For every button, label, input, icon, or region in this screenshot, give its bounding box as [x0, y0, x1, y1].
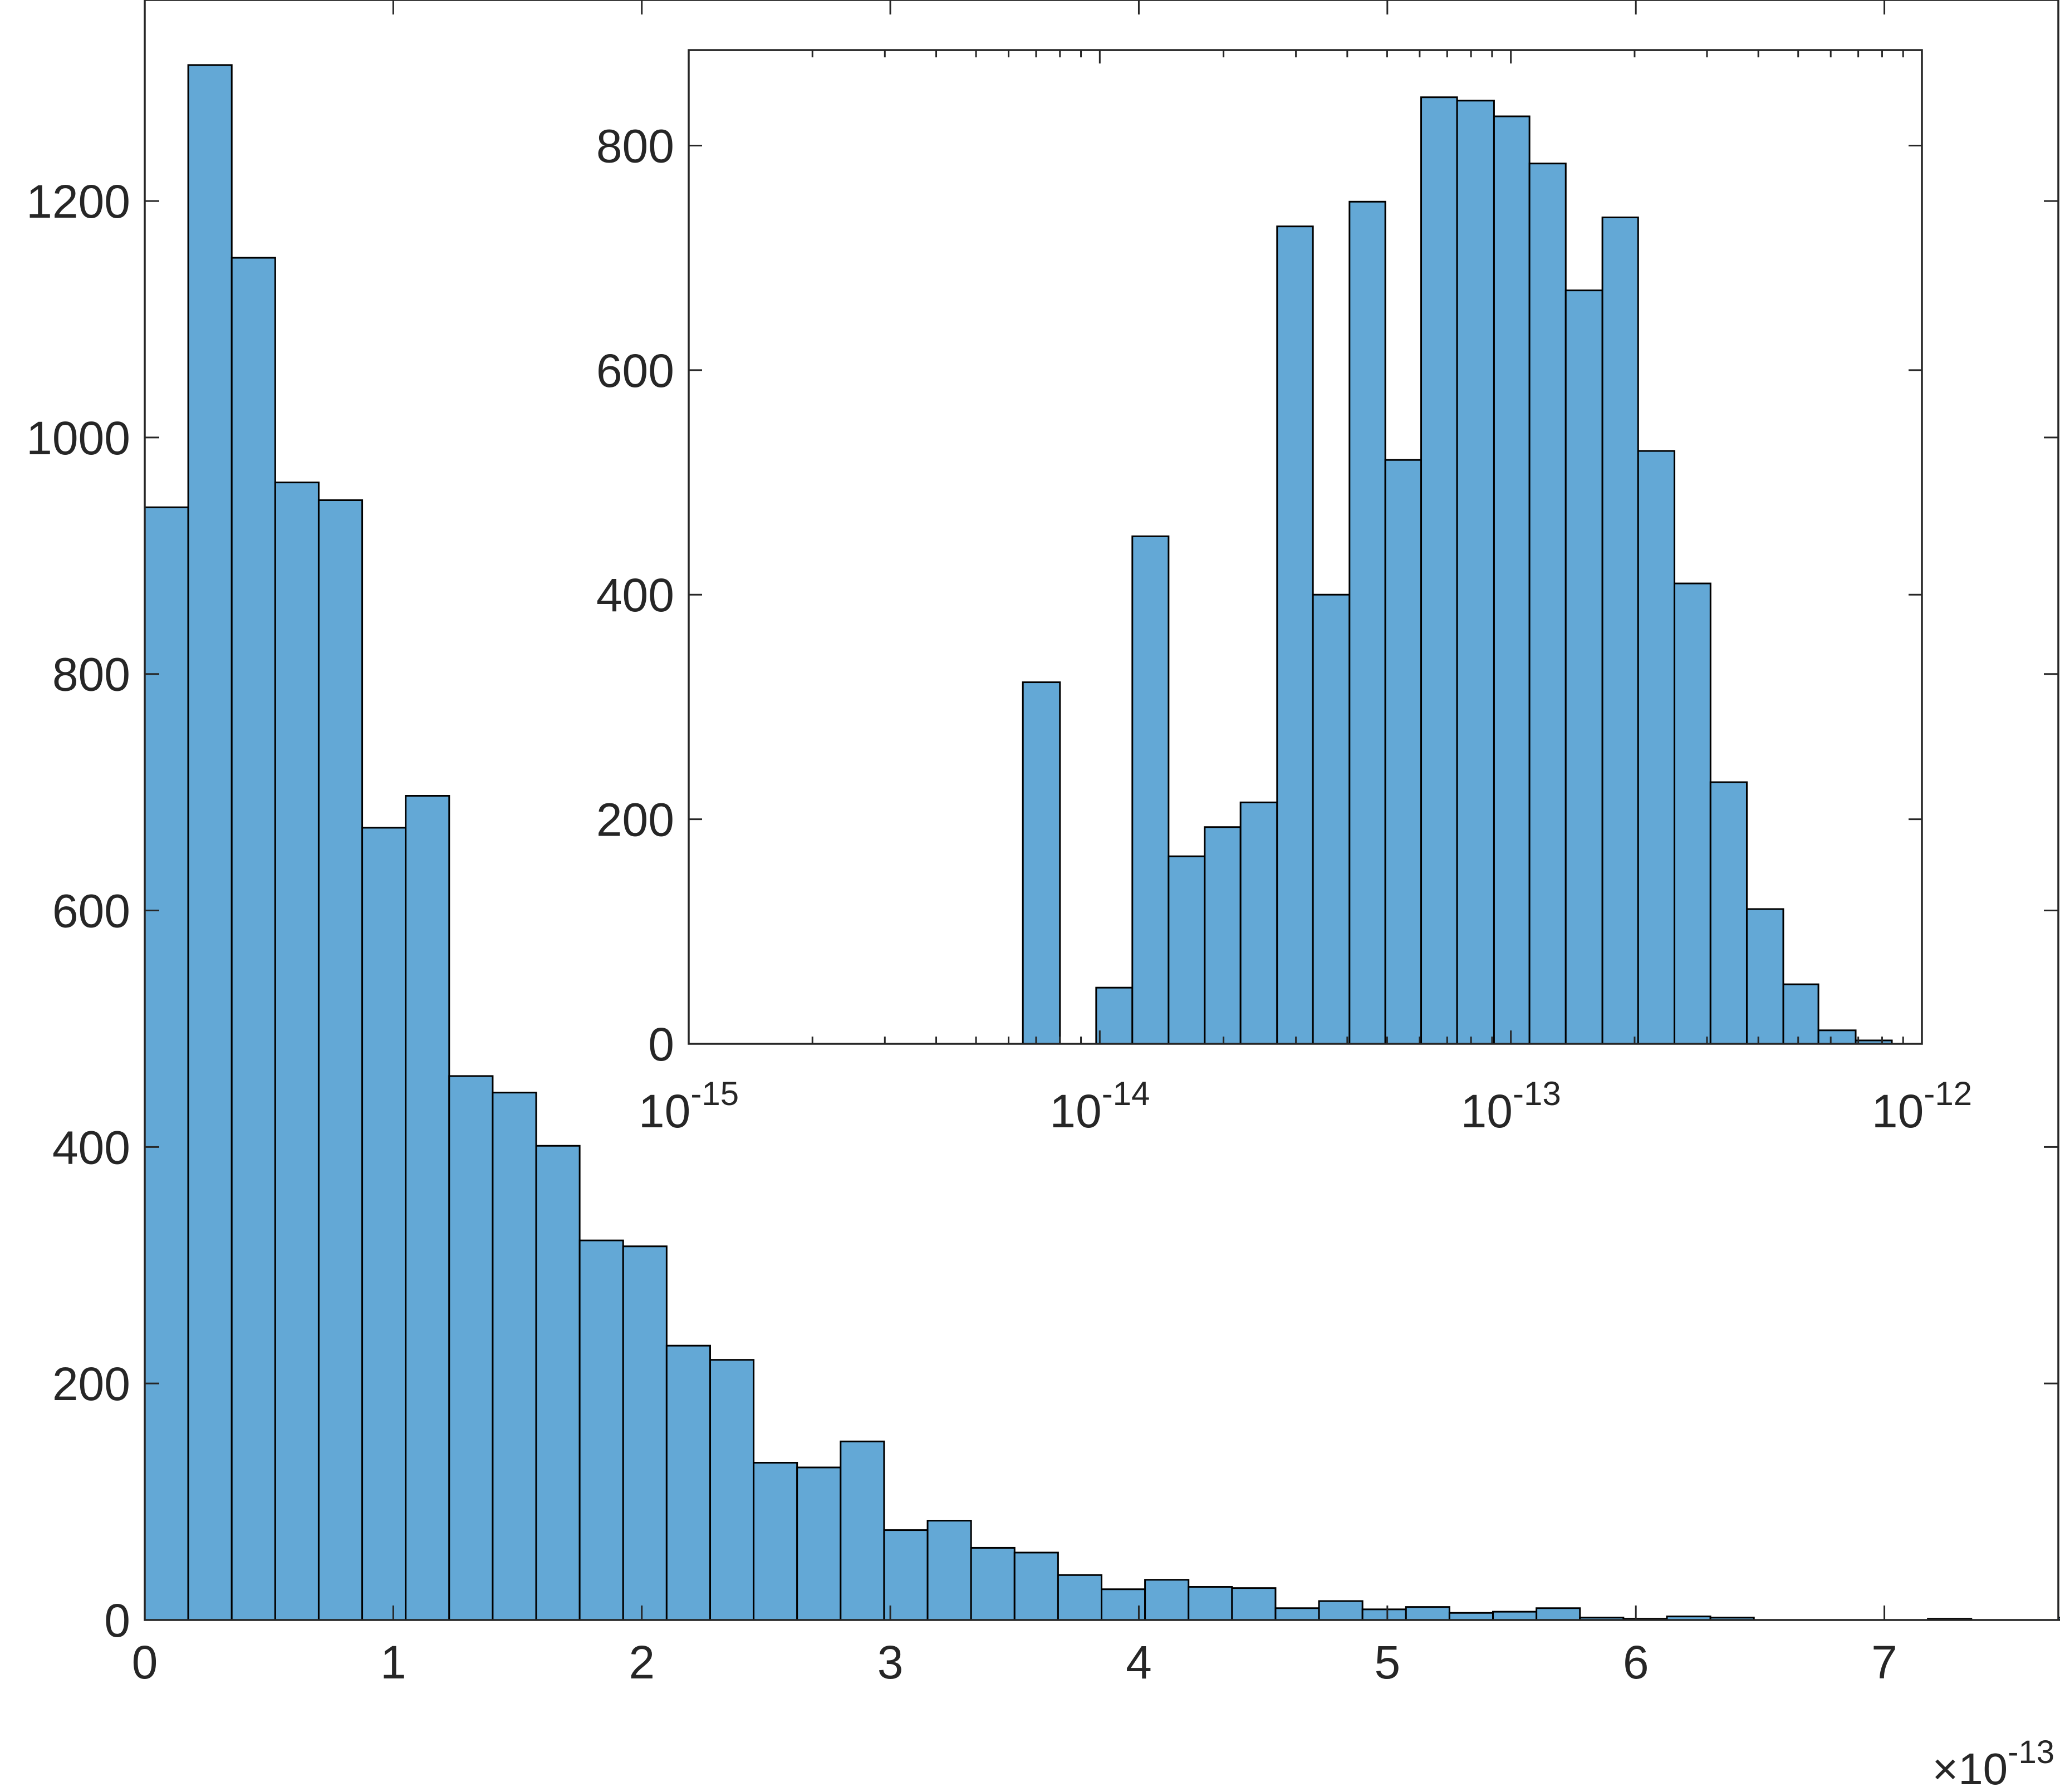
- inset-bar: [1348, 200, 1386, 1045]
- inset-x-tick-label: 10-13: [1461, 1075, 1561, 1137]
- main-tick-labels: 0 1 2 3 4 5 6 7 0 200 400 600 800 1000 1200: [26, 175, 1897, 1688]
- inset-bar: [1709, 781, 1748, 1045]
- main-bar: [1057, 1574, 1102, 1621]
- x-tick-label: 4: [1126, 1636, 1152, 1688]
- inset-y-tick-label: 800: [596, 120, 674, 172]
- main-bar: [970, 1546, 1016, 1621]
- main-bar: [1101, 1588, 1146, 1621]
- inset-bar: [1204, 826, 1242, 1045]
- main-bar: [1492, 1611, 1538, 1621]
- main-bar: [796, 1466, 842, 1621]
- inset-bar: [1493, 115, 1531, 1045]
- main-bar: [926, 1520, 972, 1621]
- main-bar: [753, 1461, 798, 1621]
- x-tick-label: 5: [1374, 1636, 1400, 1688]
- main-bar: [361, 827, 407, 1621]
- inset-x-tick-label: 10-15: [639, 1075, 739, 1137]
- inset-bar: [1239, 801, 1278, 1045]
- inset-y-tick-label: 0: [648, 1018, 674, 1071]
- y-tick-label: 0: [104, 1594, 130, 1647]
- inset-y-tick-label: 200: [596, 794, 674, 846]
- main-bar: [709, 1359, 755, 1621]
- y-tick-label: 400: [52, 1121, 130, 1174]
- inset-bar: [1528, 163, 1567, 1045]
- main-bar: [187, 64, 233, 1621]
- main-bar: [492, 1092, 537, 1621]
- inset-bar: [1637, 450, 1675, 1045]
- main-bar: [1013, 1552, 1059, 1621]
- y-tick-label: 800: [52, 649, 130, 701]
- main-bar: [535, 1145, 581, 1621]
- main-histogram: 0 1 2 3 4 5 6 7 0 200 400 600 800 1000 1200 ×10-13: [26, 0, 2060, 1792]
- y-tick-label: 600: [52, 885, 130, 937]
- inset-y-tick-label: 400: [596, 569, 674, 621]
- main-bar: [1448, 1612, 1494, 1621]
- inset-y-tick-label: 600: [596, 345, 674, 397]
- main-bar: [144, 506, 189, 1621]
- y-tick-label: 200: [52, 1358, 130, 1410]
- x-exponent-power: -13: [2008, 1734, 2054, 1770]
- main-bar: [448, 1075, 494, 1621]
- main-bars: [144, 64, 2060, 1621]
- x-tick-label: 3: [877, 1636, 904, 1688]
- main-ticks: [144, 0, 2058, 1621]
- main-bar: [622, 1245, 668, 1621]
- y-tick-label: 1000: [26, 412, 130, 464]
- inset-bar: [1782, 983, 1819, 1045]
- inset-tick-labels: 10-15 10-14 10-13 10-12 0 200 400 600 800: [596, 120, 1972, 1137]
- inset-bar: [1384, 459, 1423, 1045]
- inset-ticks: [688, 50, 1923, 1045]
- inset-bar: [1601, 217, 1639, 1045]
- main-bar: [840, 1440, 885, 1621]
- x-tick-label: 6: [1623, 1636, 1649, 1688]
- y-tick-label: 1200: [26, 175, 130, 228]
- inset-bar: [1276, 225, 1314, 1045]
- x-tick-label: 2: [629, 1636, 655, 1688]
- inset-bar: [1168, 855, 1206, 1045]
- inset-bar: [1312, 593, 1351, 1045]
- main-bar: [1231, 1587, 1277, 1621]
- inset-bar: [1564, 289, 1603, 1045]
- main-bar: [1361, 1608, 1407, 1621]
- main-bar: [317, 499, 364, 1621]
- x-tick-label: 1: [380, 1636, 406, 1688]
- x-tick-label: 7: [1871, 1636, 1897, 1688]
- inset-bar: [1673, 582, 1711, 1045]
- inset-x-tick-label: 10-14: [1049, 1075, 1150, 1137]
- main-bar: [1536, 1607, 1581, 1621]
- inset-bar: [1420, 96, 1458, 1045]
- inset-bar: [1022, 681, 1061, 1045]
- inset-bar: [1745, 908, 1784, 1045]
- inset-bar: [1131, 535, 1170, 1045]
- main-bar: [1318, 1600, 1363, 1621]
- main-bar: [883, 1529, 929, 1621]
- main-bar: [230, 257, 276, 1621]
- x-tick-label: 0: [132, 1636, 158, 1688]
- inset-bar: [1817, 1029, 1857, 1045]
- main-bar: [405, 795, 450, 1621]
- main-bar: [578, 1239, 624, 1621]
- x-exponent-base: ×10: [1932, 1744, 2008, 1792]
- main-bar: [1274, 1607, 1320, 1621]
- main-bar: [274, 482, 320, 1621]
- main-plot-frame: [144, 0, 2059, 1621]
- main-bar: [1144, 1579, 1190, 1621]
- main-bar: [1188, 1586, 1233, 1621]
- inset-histogram: 10-15 10-14 10-13 10-12 0 200 400 600 800: [596, 49, 1972, 1137]
- x-exponent-label: ×10-13: [1932, 1734, 2054, 1792]
- inset-x-tick-label: 10-12: [1872, 1075, 1972, 1137]
- inset-bar: [1456, 100, 1495, 1045]
- main-bar: [665, 1344, 711, 1621]
- inset-bars: [1022, 96, 1893, 1045]
- inset-bar: [1095, 986, 1134, 1045]
- main-bar: [1405, 1606, 1450, 1621]
- inset-plot-frame: [688, 49, 1923, 1045]
